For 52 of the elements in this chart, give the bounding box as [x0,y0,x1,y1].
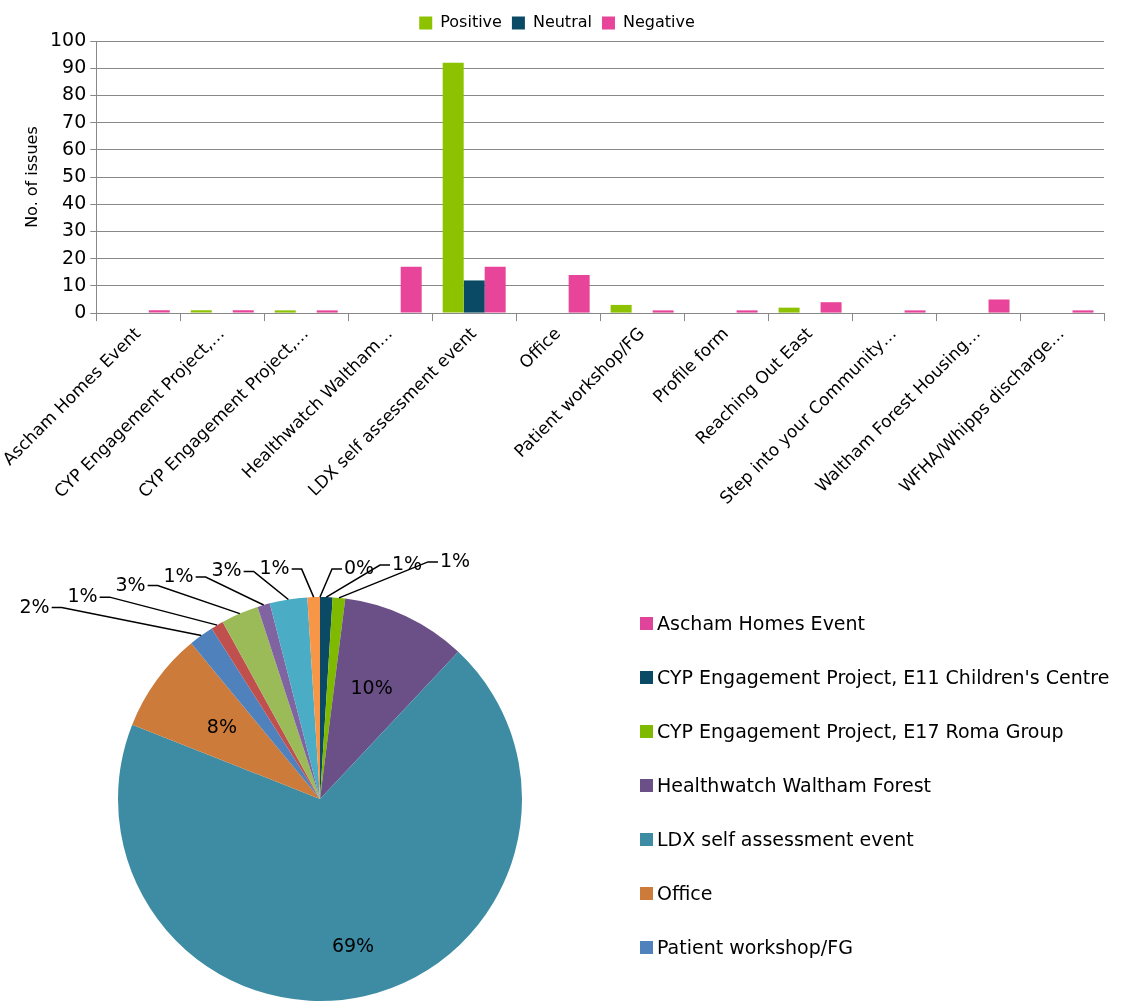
bar [652,310,674,313]
y-tick-label: 10 [62,272,87,295]
bar [820,302,842,313]
legend-label: Neutral [532,12,592,32]
legend-label: LDX self assessment event [657,828,914,851]
bar [463,280,485,313]
text: 0% [344,555,375,578]
data-label: 3% [211,558,242,581]
data-label: 10% [350,676,393,699]
y-tick-label: 50 [62,163,87,186]
bar [778,307,800,313]
y-tick-label: 60 [62,136,87,159]
bar [274,310,296,313]
bar [442,62,464,313]
bar [484,266,506,313]
legend-label: CYP Engagement Project, E11 Children's Centre [657,666,1110,689]
data-label: 69% [331,933,375,956]
legend-label: Negative [622,12,695,32]
bar [316,310,338,313]
legend-label: Healthwatch Waltham Forest [657,774,932,797]
legend-label: Ascham Homes Event [657,612,866,635]
bar [190,310,212,313]
legend-label: CYP Engagement Project, E17 Roma Group [657,720,1064,743]
legend-label: Positive [440,12,502,32]
data-label: 1% [67,584,98,607]
y-tick-label: 20 [62,245,87,268]
y-tick-label: 100 [50,27,87,50]
bar [400,266,422,313]
data-label: 3% [115,572,146,595]
y-tick-label: 90 [62,55,87,78]
bar [1072,310,1094,313]
data-label: 1% [392,552,423,575]
y-axis-title: No. of issues [21,126,41,228]
y-tick-label: 70 [62,109,87,132]
y-tick-label: 0 [74,300,87,323]
bar [988,299,1010,313]
bar [904,310,926,313]
data-label: 1% [163,563,194,586]
bar [232,310,254,313]
data-label: 1% [440,548,471,571]
legend-label: Office [657,882,713,905]
bar [736,310,758,313]
y-tick-label: 80 [62,82,87,105]
data-label: 1% [259,556,290,579]
y-tick-label: 30 [62,218,87,241]
bar [148,310,170,313]
data-label: 8% [206,714,238,737]
y-tick-label: 40 [62,191,87,214]
data-label: 2% [19,594,50,617]
legend-label: Patient workshop/FG [657,936,853,959]
bar [610,304,632,313]
bar [568,275,590,313]
